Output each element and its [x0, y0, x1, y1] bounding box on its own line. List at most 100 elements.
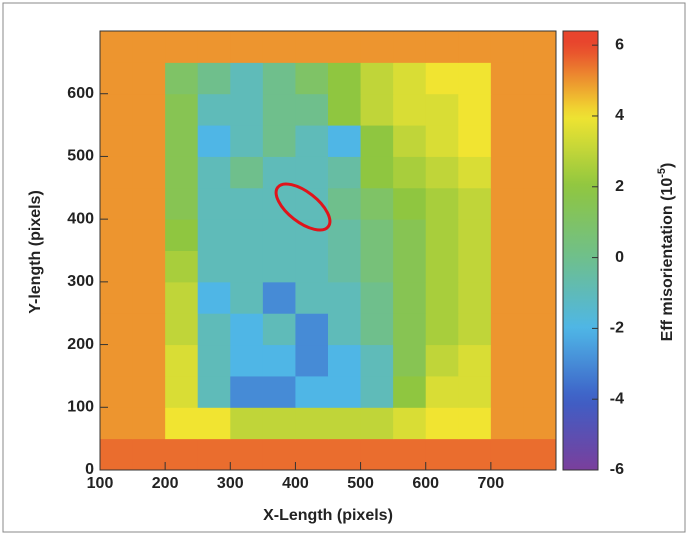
heatmap-cell — [425, 375, 459, 408]
heatmap-cell — [458, 187, 492, 220]
heatmap-cell — [295, 313, 329, 346]
heatmap-cell — [100, 62, 134, 95]
heatmap-cell — [197, 344, 231, 377]
heatmap-cell — [197, 281, 231, 314]
heatmap-cell — [132, 407, 166, 440]
heatmap-cell — [490, 375, 524, 408]
heatmap-cell — [197, 313, 231, 346]
heatmap-cell — [458, 344, 492, 377]
heatmap-cell — [100, 31, 134, 63]
heatmap-cell — [100, 375, 134, 408]
y-tick-label: 300 — [67, 273, 94, 290]
heatmap-cell — [328, 344, 362, 377]
heatmap-cell — [100, 250, 134, 283]
heatmap-cell — [165, 62, 199, 95]
heatmap-cell — [523, 438, 557, 471]
heatmap-cell — [458, 438, 492, 471]
colorbar-title-exp: -5 — [656, 168, 668, 178]
heatmap-cell — [393, 219, 427, 251]
heatmap-cell — [132, 31, 166, 63]
heatmap-cell — [132, 62, 166, 95]
heatmap-cell — [490, 219, 524, 251]
heatmap-cell — [295, 344, 329, 377]
heatmap-cell — [425, 62, 459, 95]
heatmap-cell — [165, 375, 199, 408]
heatmap-cell — [132, 93, 166, 126]
heatmap-cell — [490, 407, 524, 440]
y-tick-label: 500 — [67, 148, 94, 165]
y-tick-label: 100 — [67, 399, 94, 416]
x-tick-label: 200 — [152, 475, 179, 492]
heatmap-cell — [132, 219, 166, 251]
heatmap-cell — [490, 31, 524, 63]
colorbar-tick-label: -6 — [610, 461, 624, 478]
heatmap-cell — [100, 344, 134, 377]
heatmap-cell — [523, 93, 557, 126]
heatmap-cell — [165, 125, 199, 157]
heatmap-cell — [262, 344, 296, 377]
heatmap-cell — [328, 219, 362, 251]
heatmap-cell — [360, 313, 394, 346]
heatmap-cell — [230, 438, 264, 471]
heatmap-cell — [230, 219, 264, 251]
heatmap — [100, 31, 557, 471]
heatmap-cell — [197, 93, 231, 126]
heatmap-cell — [393, 31, 427, 63]
heatmap-cell — [165, 93, 199, 126]
colorbar-tick-label: -2 — [610, 320, 624, 337]
heatmap-cell — [132, 281, 166, 314]
heatmap-cell — [328, 93, 362, 126]
heatmap-cell — [458, 219, 492, 251]
heatmap-cell — [523, 281, 557, 314]
heatmap-cell — [230, 93, 264, 126]
heatmap-cell — [165, 219, 199, 251]
heatmap-cell — [393, 62, 427, 95]
heatmap-cell — [523, 187, 557, 220]
heatmap-cell — [523, 250, 557, 283]
heatmap-cell — [425, 438, 459, 471]
heatmap-cell — [165, 344, 199, 377]
heatmap-cell — [230, 156, 264, 189]
heatmap-cell — [197, 250, 231, 283]
heatmap-cell — [295, 62, 329, 95]
heatmap-cell — [230, 187, 264, 220]
heatmap-cell — [425, 313, 459, 346]
heatmap-cell — [425, 407, 459, 440]
heatmap-cell — [262, 438, 296, 471]
heatmap-cell — [328, 313, 362, 346]
heatmap-cell — [328, 156, 362, 189]
heatmap-cell — [132, 156, 166, 189]
heatmap-cell — [262, 31, 296, 63]
heatmap-cell — [165, 187, 199, 220]
heatmap-cell — [360, 62, 394, 95]
heatmap-cell — [523, 219, 557, 251]
heatmap-cell — [393, 250, 427, 283]
y-tick-label: 600 — [67, 85, 94, 102]
heatmap-cell — [230, 62, 264, 95]
heatmap-cell — [197, 156, 231, 189]
heatmap-cell — [165, 407, 199, 440]
heatmap-cell — [262, 62, 296, 95]
heatmap-cell — [458, 31, 492, 63]
heatmap-cell — [132, 187, 166, 220]
colorbar-tick-label: 0 — [615, 249, 624, 266]
heatmap-cell — [458, 156, 492, 189]
heatmap-cell — [295, 31, 329, 63]
heatmap-cell — [165, 250, 199, 283]
heatmap-cell — [360, 438, 394, 471]
heatmap-cell — [295, 93, 329, 126]
colorbar-tick-label: 2 — [615, 178, 624, 195]
heatmap-cell — [100, 93, 134, 126]
colorbar-scale — [562, 30, 599, 471]
heatmap-cell — [132, 375, 166, 408]
heatmap-cell — [523, 375, 557, 408]
heatmap-cell — [197, 407, 231, 440]
heatmap-cell — [458, 62, 492, 95]
y-axis-title: Y-length (pixels) — [27, 190, 44, 314]
heatmap-cell — [425, 187, 459, 220]
colorbar-tick-label: 4 — [615, 107, 624, 124]
heatmap-cell — [328, 187, 362, 220]
heatmap-cell — [230, 375, 264, 408]
heatmap-cell — [490, 125, 524, 157]
